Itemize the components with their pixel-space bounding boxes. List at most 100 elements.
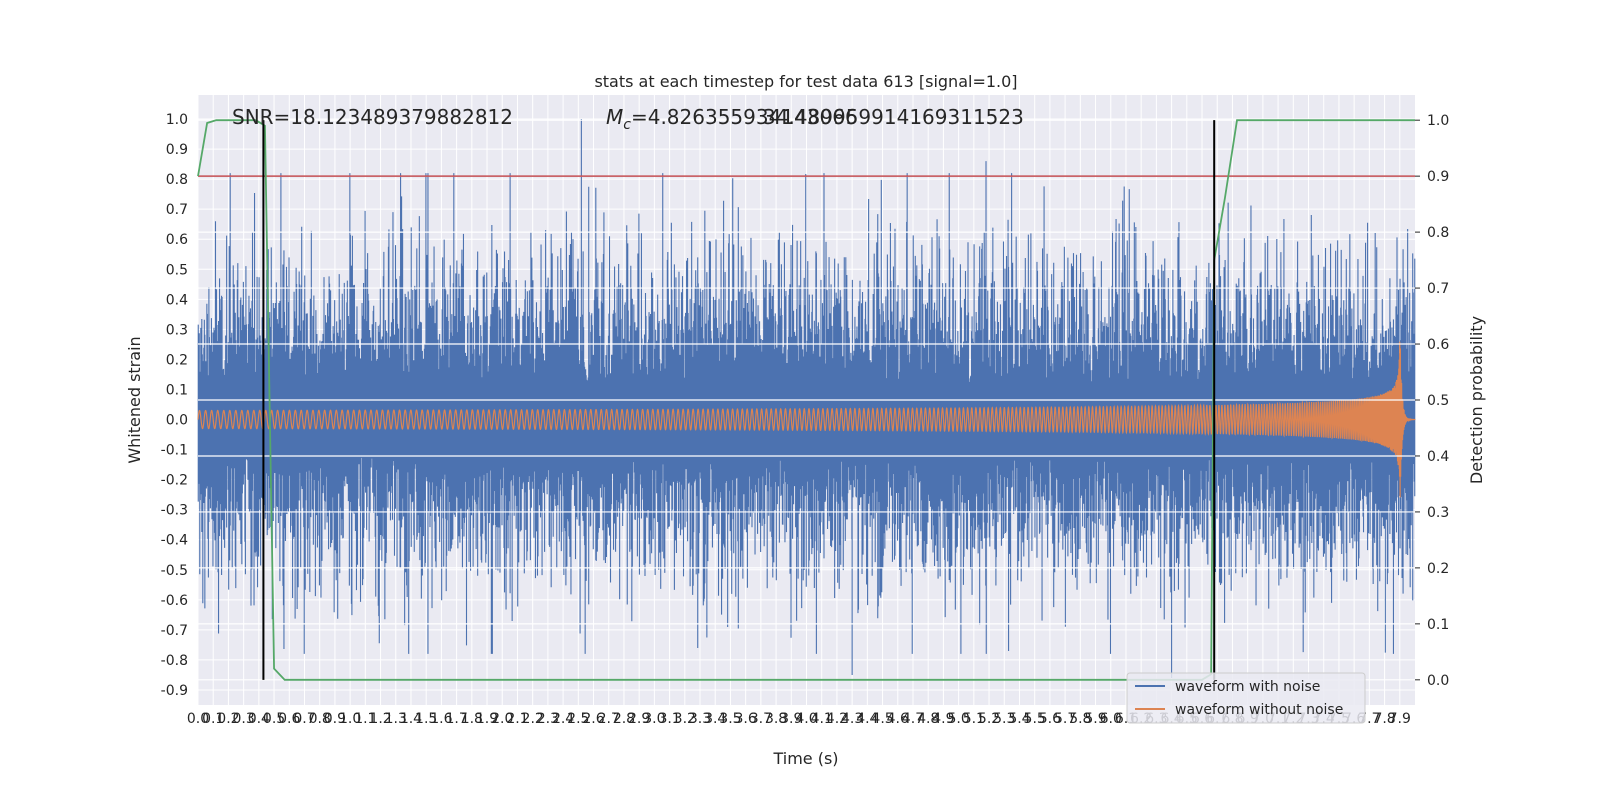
y2-tick-label: 0.9 (1427, 169, 1449, 185)
y2-tick-label: 1.0 (1427, 113, 1449, 129)
x-tick-label: 2.3 (537, 711, 559, 727)
y-tick-label: -0.6 (161, 593, 188, 609)
y-axis-ticks: -0.9 -0.8 -0.7 -0.6 -0.5 -0.4 -0.3 -0.2 -0.1 0.0 0… (161, 112, 188, 699)
x-tick-label: 4.3 (841, 711, 863, 727)
legend: waveform with noise waveform without noi… (1126, 672, 1366, 724)
y-tick-label: 0.9 (166, 142, 188, 158)
x-tick-label: 5.5 (1024, 711, 1046, 727)
legend-label-clean: waveform without noise (1175, 702, 1343, 718)
x-tick-label: 4.6 (887, 711, 909, 727)
x-tick-label: 3.0 (643, 711, 665, 727)
overlapping-value-annotation: 34.489959914169311523 (763, 105, 1024, 129)
x-tick-label: 2.6 (582, 711, 604, 727)
y-tick-label: 1.0 (166, 112, 188, 128)
y2-tick-label: 0.5 (1427, 393, 1449, 409)
x-tick-label: 2.5 (567, 711, 589, 727)
x-tick-label: 4.8 (917, 711, 939, 727)
y-tick-label: 0.5 (166, 262, 188, 278)
x-tick-label: 5.4 (1008, 711, 1030, 727)
y-tick-label: -0.9 (161, 683, 188, 699)
merger-markers (262, 120, 1216, 680)
x-tick-label: 5.7 (1054, 711, 1076, 727)
y2-tick-label: 0.2 (1427, 561, 1449, 577)
y-tick-label: 0.4 (166, 292, 188, 308)
y2-axis-label: Detection probability (1467, 316, 1486, 484)
x-tick-label: 4.4 (856, 711, 878, 727)
x-tick-label: 0.1 (202, 711, 224, 727)
x-tick-label: 4.1 (811, 711, 833, 727)
y-axis-label: Whitened strain (125, 336, 144, 463)
chart-title: stats at each timestep for test data 613… (594, 72, 1017, 91)
x-tick-label: 5.1 (963, 711, 985, 727)
y2-axis-ticks: 0.0 0.1 0.2 0.3 0.4 0.5 0.6 0.7 0.8 0.9 1.0 (1415, 113, 1449, 689)
y-tick-label: 0.1 (166, 382, 188, 398)
x-tick-label: 1.7 (445, 711, 467, 727)
y2-tick-label: 0.7 (1427, 281, 1449, 297)
y-tick-label: -0.2 (161, 473, 188, 489)
x-tick-label: 1.5 (415, 711, 437, 727)
x-tick-label: 7.9 (1389, 711, 1411, 727)
y2-tick-label: 0.0 (1427, 673, 1449, 689)
y2-tick-label: 0.3 (1427, 505, 1449, 521)
x-tick-label: 3.9 (780, 711, 802, 727)
x-tick-label: 5.2 (978, 711, 1000, 727)
y-tick-label: -0.4 (161, 533, 188, 549)
x-tick-label: 5.9 (1084, 711, 1106, 727)
x-tick-label: 4.5 (871, 711, 893, 727)
y-tick-label: 0.2 (166, 352, 188, 368)
y2-tick-label: 0.6 (1427, 337, 1449, 353)
x-tick-label: 0.7 (293, 711, 315, 727)
y-tick-label: -0.5 (161, 563, 188, 579)
y2-tick-label: 0.4 (1427, 449, 1449, 465)
x-tick-label: 2.2 (522, 711, 544, 727)
y-tick-label: 0.3 (166, 322, 188, 338)
x-tick-label: 1.2 (369, 711, 391, 727)
detection-probability-line (197, 119, 1415, 681)
x-tick-label: 4.0 (795, 711, 817, 727)
x-tick-label: 1.6 (430, 711, 452, 727)
x-tick-label: 7.8 (1373, 711, 1395, 727)
y2-tick-label: 0.1 (1427, 617, 1449, 633)
x-tick-label: 0.6 (278, 711, 300, 727)
x-tick-label: 5.6 (1039, 711, 1061, 727)
y2-tick-label: 0.8 (1427, 225, 1449, 241)
x-tick-label: 2.7 (598, 711, 620, 727)
y-tick-label: 0.8 (166, 172, 188, 188)
x-tick-label: 0.8 (309, 711, 331, 727)
x-tick-label: 1.3 (385, 711, 407, 727)
x-tick-label: 3.4 (704, 711, 726, 727)
x-tick-label: 0.0 (187, 711, 209, 727)
x-axis-label: Time (s) (772, 749, 838, 768)
x-tick-label: 5.8 (1069, 711, 1091, 727)
x-tick-label: 3.5 (719, 711, 741, 727)
legend-label-noise: waveform with noise (1175, 679, 1320, 695)
y-tick-label: -0.1 (161, 443, 188, 459)
x-tick-label: 3.2 (674, 711, 696, 727)
y-tick-label: -0.8 (161, 653, 188, 669)
x-tick-label: 1.4 (400, 711, 422, 727)
x-tick-label: 4.2 (826, 711, 848, 727)
x-tick-label: 3.7 (750, 711, 772, 727)
x-tick-label: 4.9 (932, 711, 954, 727)
chirp-mass-value: =4.826355934143066 (631, 105, 858, 129)
x-tick-label: 4.7 (902, 711, 924, 727)
y-tick-label: 0.0 (166, 413, 188, 429)
chirp-mass-subscript: c (623, 117, 631, 133)
x-tick-label: 3.8 (765, 711, 787, 727)
chirp-mass-annotation: Mc=4.826355934143066 (606, 105, 858, 133)
x-tick-label: 2.8 (613, 711, 635, 727)
chirp-mass-symbol: M (606, 105, 623, 129)
x-tick-label: 1.8 (461, 711, 483, 727)
y-tick-label: 0.7 (166, 202, 188, 218)
x-tick-label: 6.0 (1100, 711, 1122, 727)
x-tick-label: 2.9 (628, 711, 650, 727)
x-tick-label: 0.2 (217, 711, 239, 727)
x-tick-label: 1.1 (354, 711, 376, 727)
legend-box (1126, 672, 1366, 724)
x-tick-label: 2.1 (506, 711, 528, 727)
series-detection-probability (197, 119, 1415, 681)
x-tick-label: 3.3 (689, 711, 711, 727)
x-tick-label: 1.0 (339, 711, 361, 727)
x-tick-label: 5.3 (993, 711, 1015, 727)
y-tick-label: 0.6 (166, 232, 188, 248)
